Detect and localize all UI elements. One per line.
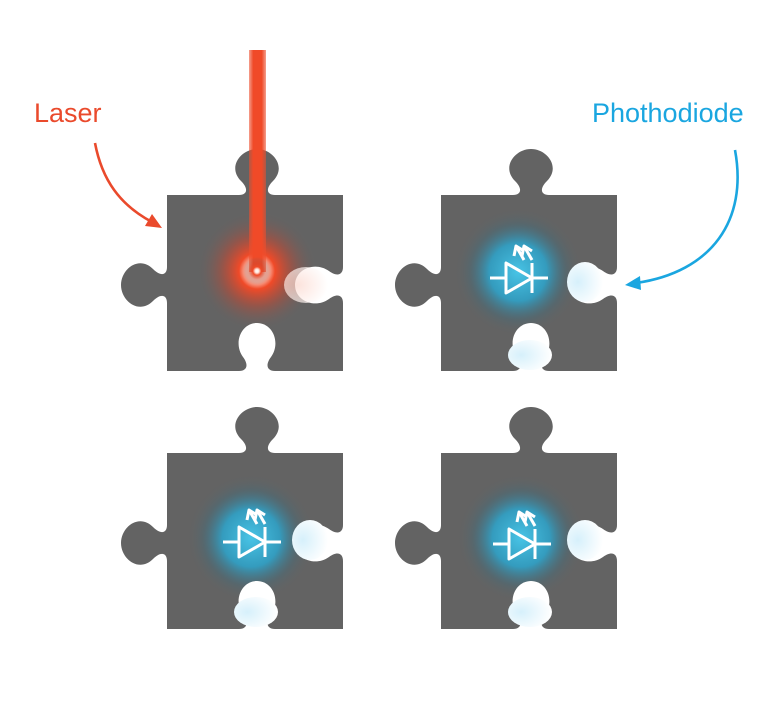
socket-glow (508, 340, 552, 370)
socket-glow (567, 262, 603, 302)
puzzle-piece-photodiode-bottom-right (395, 407, 617, 629)
laser-beam (249, 50, 266, 272)
socket-glow (284, 267, 328, 303)
photodiode-arrow (625, 149, 739, 290)
puzzle-piece-laser (121, 149, 343, 371)
laser-arrow (93, 142, 162, 228)
socket-glow (292, 520, 328, 560)
laser-label: Laser (34, 98, 102, 128)
socket-glow (508, 597, 552, 627)
socket-glow (234, 597, 278, 627)
photodiode-label: Phothodiode (592, 98, 744, 128)
socket-glow (567, 520, 603, 560)
laser-spot (243, 257, 271, 285)
puzzle-piece-photodiode-bottom-left (121, 407, 343, 629)
puzzle-piece-photodiode-top-right (395, 149, 617, 371)
